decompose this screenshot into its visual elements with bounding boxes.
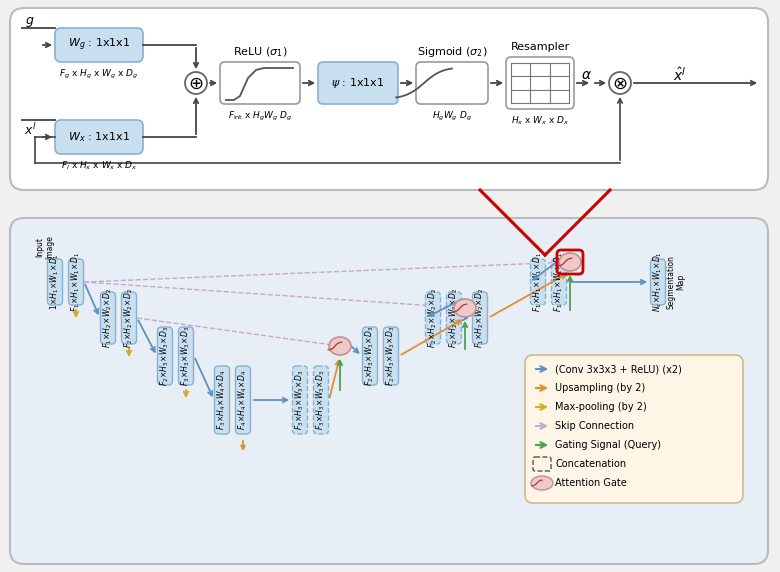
Text: $x^l$: $x^l$ [23,122,37,138]
Text: $F_g$ x $H_g$ x $W_g$ x $D_g$: $F_g$ x $H_g$ x $W_g$ x $D_g$ [59,67,139,81]
FancyBboxPatch shape [158,327,172,385]
Text: $F_{\rm int}$ x $H_g W_g\ D_g$: $F_{\rm int}$ x $H_g W_g\ D_g$ [228,109,292,122]
Text: $H_x$ x $W_x$ x $D_x$: $H_x$ x $W_x$ x $D_x$ [511,115,569,127]
Text: $F_2\!\times\!H_2\!\times\!W_2\!\times\!D_2$: $F_2\!\times\!H_2\!\times\!W_2\!\times\!… [448,288,460,348]
Text: ReLU ($\sigma_1$): ReLU ($\sigma_1$) [232,45,287,59]
FancyBboxPatch shape [506,57,574,109]
Text: Sigmoid ($\sigma_2$): Sigmoid ($\sigma_2$) [417,45,488,59]
Text: Resampler: Resampler [510,42,569,52]
Text: $\otimes$: $\otimes$ [612,74,628,93]
Text: $\alpha$: $\alpha$ [580,68,591,82]
Text: $\hat{x}^l$: $\hat{x}^l$ [673,66,686,84]
Ellipse shape [329,337,351,355]
Text: $F_2\!\times\!H_3\!\times\!W_3\!\times\!D_3$: $F_2\!\times\!H_3\!\times\!W_3\!\times\!… [385,326,397,386]
Text: Segmentation
Map: Segmentation Map [666,255,686,309]
FancyBboxPatch shape [551,259,566,305]
FancyBboxPatch shape [416,62,488,104]
FancyBboxPatch shape [55,28,143,62]
Ellipse shape [531,476,553,490]
Text: Concatenation: Concatenation [555,459,626,469]
Text: $W_g$ : 1x1x1: $W_g$ : 1x1x1 [68,37,130,53]
FancyBboxPatch shape [446,292,462,344]
FancyBboxPatch shape [426,292,441,344]
FancyBboxPatch shape [69,259,83,305]
Text: Gating Signal (Query): Gating Signal (Query) [555,440,661,450]
FancyBboxPatch shape [236,366,250,434]
Text: Skip Connection: Skip Connection [555,421,634,431]
FancyBboxPatch shape [318,62,398,104]
FancyBboxPatch shape [651,259,665,305]
Text: $F_2\!\times\!H_3\!\times\!W_3\!\times\!D_3$: $F_2\!\times\!H_3\!\times\!W_3\!\times\!… [159,326,172,386]
FancyBboxPatch shape [314,366,328,434]
Text: $F_3\!\times\!H_3\!\times\!W_3\!\times\!D_3$: $F_3\!\times\!H_3\!\times\!W_3\!\times\!… [315,370,328,430]
Text: Attention Gate: Attention Gate [555,478,627,488]
FancyBboxPatch shape [473,292,488,344]
Text: $F_1\!\times\!H_1\!\times\!W_1\!\times\!D_1$: $F_1\!\times\!H_1\!\times\!W_1\!\times\!… [553,252,566,312]
FancyBboxPatch shape [292,366,307,434]
Text: $F_2\!\times\!H_3\!\times\!W_3\!\times\!D_3$: $F_2\!\times\!H_3\!\times\!W_3\!\times\!… [363,326,376,386]
Text: $F_1\!\times\!H_2\!\times\!W_2\!\times\!D_2$: $F_1\!\times\!H_2\!\times\!W_2\!\times\!… [473,288,486,348]
FancyBboxPatch shape [55,120,143,154]
Text: Input
Image: Input Image [35,235,55,259]
Circle shape [185,72,207,94]
Text: $F_3\!\times\!H_3\!\times\!W_3\!\times\!D_3$: $F_3\!\times\!H_3\!\times\!W_3\!\times\!… [294,370,307,430]
Text: (Conv 3x3x3 + ReLU) (x2): (Conv 3x3x3 + ReLU) (x2) [555,364,682,374]
Text: $F_3\!\times\!H_4\!\times\!W_4\!\times\!D_4$: $F_3\!\times\!H_4\!\times\!W_4\!\times\!… [216,370,229,430]
FancyBboxPatch shape [122,292,136,344]
Text: $\oplus$: $\oplus$ [188,74,204,93]
Text: $N_c\!\times\!H_1\!\times\!W_1\!\times\!D_1$: $N_c\!\times\!H_1\!\times\!W_1\!\times\!… [652,252,665,312]
Text: $1\!\times\!H_1\!\times\!W_1\!\times\!D_1$: $1\!\times\!H_1\!\times\!W_1\!\times\!D_… [48,253,62,311]
FancyBboxPatch shape [48,259,62,305]
Text: $F_l$ x $H_x$ x $W_x$ x $D_x$: $F_l$ x $H_x$ x $W_x$ x $D_x$ [61,160,137,172]
FancyBboxPatch shape [10,218,768,564]
FancyBboxPatch shape [215,366,229,434]
Text: $F_2\!\times\!H_2\!\times\!W_2\!\times\!D_2$: $F_2\!\times\!H_2\!\times\!W_2\!\times\!… [427,288,439,348]
FancyBboxPatch shape [530,259,545,305]
FancyBboxPatch shape [10,8,768,190]
Text: Upsampling (by 2): Upsampling (by 2) [555,383,645,393]
FancyBboxPatch shape [525,355,743,503]
Text: $F_1\!\times\!H_1\!\times\!W_1\!\times\!D_1$: $F_1\!\times\!H_1\!\times\!W_1\!\times\!… [532,252,544,312]
Text: Max-pooling (by 2): Max-pooling (by 2) [555,402,647,412]
Circle shape [609,72,631,94]
FancyBboxPatch shape [179,327,193,385]
Text: $F_4\!\times\!H_4\!\times\!W_4\!\times\!D_4$: $F_4\!\times\!H_4\!\times\!W_4\!\times\!… [237,370,250,430]
FancyBboxPatch shape [363,327,378,385]
Text: $\psi$ : 1x1x1: $\psi$ : 1x1x1 [332,76,385,90]
Text: $H_g W_g\ D_g$: $H_g W_g\ D_g$ [432,109,472,122]
Text: $F_2\!\times\!H_2\!\times\!W_2\!\times\!D_2$: $F_2\!\times\!H_2\!\times\!W_2\!\times\!… [122,288,135,348]
FancyBboxPatch shape [384,327,399,385]
Ellipse shape [559,253,581,271]
FancyBboxPatch shape [220,62,300,104]
Ellipse shape [454,299,476,317]
Text: $F_3\!\times\!H_3\!\times\!W_3\!\times\!D_3$: $F_3\!\times\!H_3\!\times\!W_3\!\times\!… [179,326,192,386]
Text: $F_1\!\times\!H_1\!\times\!W_1\!\times\!D_1$: $F_1\!\times\!H_1\!\times\!W_1\!\times\!… [69,252,82,312]
FancyBboxPatch shape [101,292,115,344]
Text: $g$: $g$ [25,15,35,29]
Text: $F_1\!\times\!H_2\!\times\!W_2\!\times\!D_2$: $F_1\!\times\!H_2\!\times\!W_2\!\times\!… [101,288,114,348]
Text: $W_x$ : 1x1x1: $W_x$ : 1x1x1 [68,130,130,144]
